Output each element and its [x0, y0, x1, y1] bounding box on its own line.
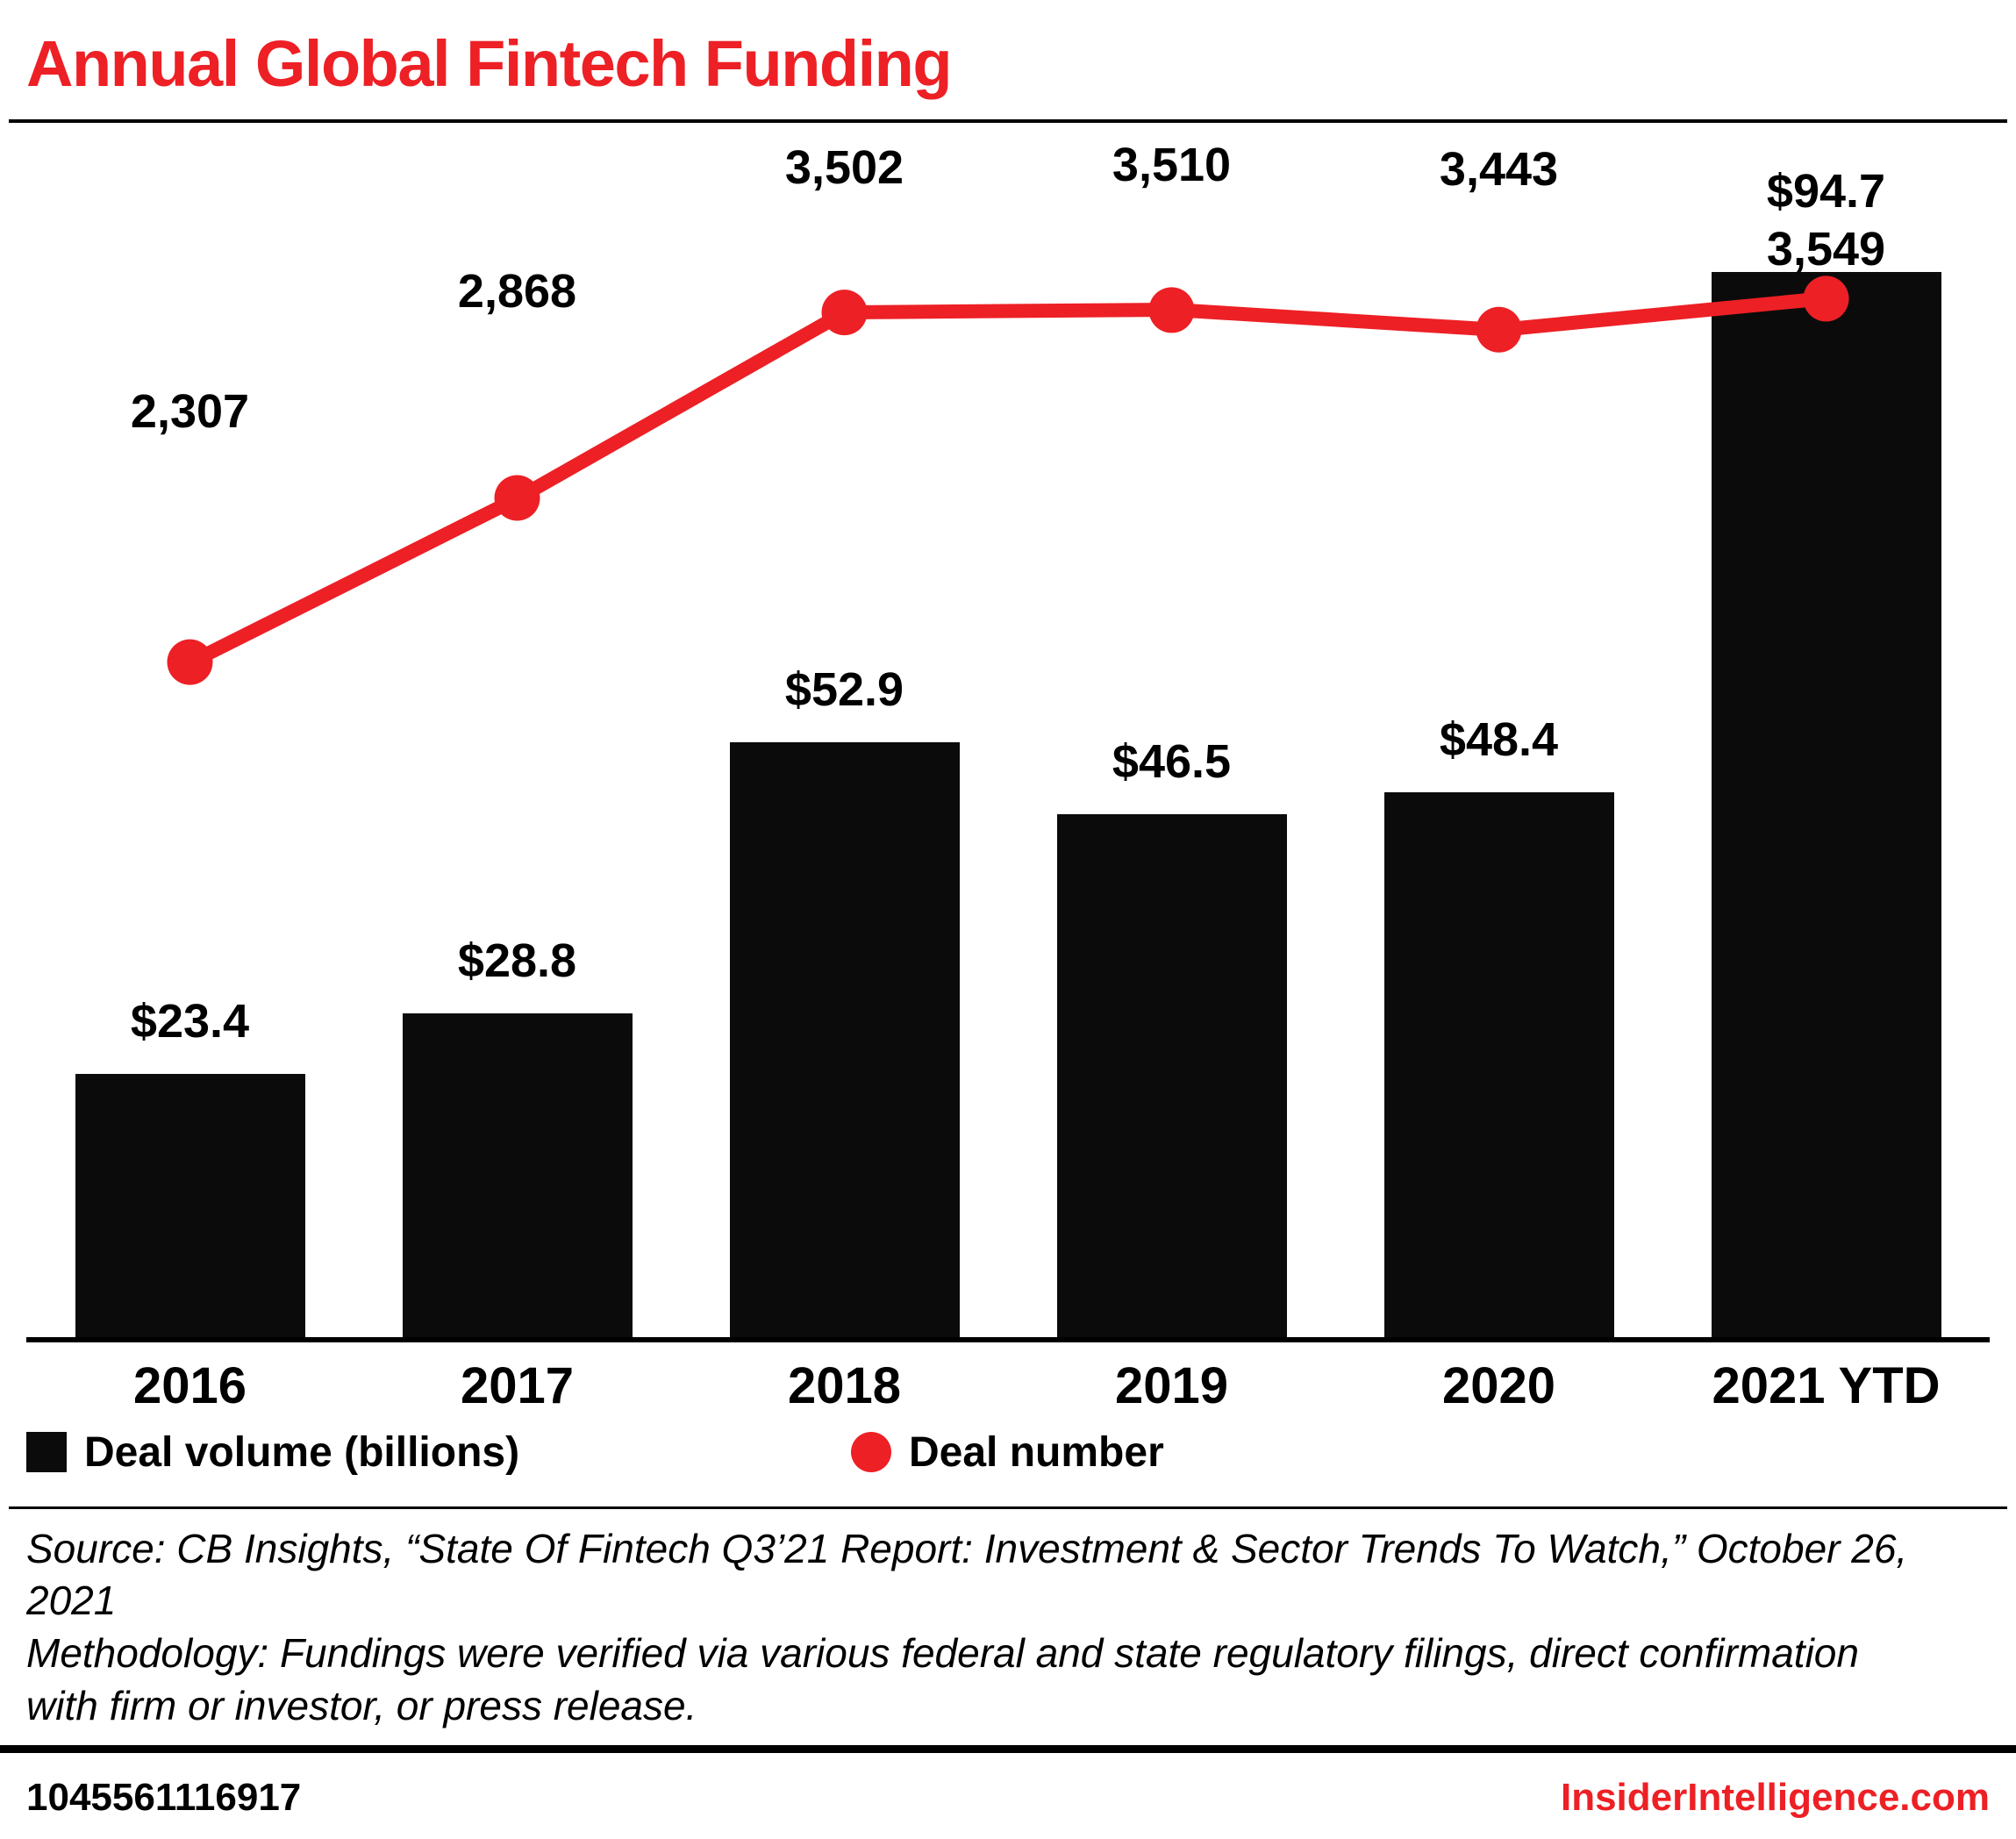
- deal-volume-value-label: $28.8: [457, 934, 577, 987]
- deal-number-dot: [1476, 306, 1522, 353]
- deal-volume-value-label: $23.4: [130, 994, 250, 1048]
- deal-number-value-label: 3,502: [784, 140, 904, 194]
- title-divider: [9, 118, 2007, 123]
- legend-label-deal-volume: Deal volume (billions): [84, 1428, 520, 1476]
- deal-volume-swatch-icon: [26, 1432, 67, 1473]
- methodology-text: Methodology: Fundings were verified via …: [26, 1630, 1859, 1729]
- deal-number-dot: [1148, 287, 1195, 333]
- deal-number-dot: [167, 639, 213, 685]
- deal-number-value-label: 3,549: [1766, 223, 1886, 276]
- legend: Deal volume (billions) Deal number: [26, 1428, 1990, 1477]
- legend-label-deal-number: Deal number: [909, 1428, 1164, 1476]
- plot-area: $23.4 2,307 $28.8 2,868 $52.9 3,502 $46.5 3,510…: [26, 123, 1990, 1342]
- x-axis-label: 2018: [787, 1356, 902, 1414]
- legend-item-deal-number: Deal number: [851, 1428, 1164, 1477]
- footer-divider: [0, 1744, 2016, 1753]
- deal-number-line: [183, 290, 1834, 669]
- x-axis: 2016 2017 2018 2019 2020 2021 YTD: [26, 1342, 1990, 1418]
- legend-item-deal-volume: Deal volume (billions): [26, 1428, 851, 1477]
- chart-id: 1045561116917: [26, 1775, 302, 1819]
- site-link[interactable]: InsiderIntelligence.com: [1560, 1775, 1990, 1819]
- deal-number-value-label: 3,510: [1112, 139, 1232, 192]
- deal-volume-bar-2018: [729, 741, 960, 1337]
- x-axis-label: 2019: [1114, 1356, 1229, 1414]
- deal-number-value-label: 2,868: [457, 265, 577, 318]
- x-axis-label: 2017: [460, 1356, 575, 1414]
- deal-volume-bar-2017: [402, 1013, 633, 1337]
- deal-volume-bar-2016: [75, 1073, 305, 1337]
- x-axis-label: 2016: [132, 1356, 247, 1414]
- deal-volume-bar-2019: [1056, 813, 1287, 1337]
- deal-volume-value-label: $48.4: [1439, 713, 1559, 767]
- footer: 1045561116917 InsiderIntelligence.com: [0, 1753, 2016, 1820]
- deal-volume-value-label: $52.9: [784, 662, 904, 716]
- deal-volume-value-label: $94.7: [1766, 165, 1886, 218]
- deal-volume-bar-2021-ytd: [1711, 272, 1941, 1337]
- header: Annual Global Fintech Funding: [0, 0, 2016, 98]
- deal-volume-value-label: $46.5: [1112, 734, 1232, 788]
- x-axis-label: 2020: [1441, 1356, 1556, 1414]
- deal-number-dot: [494, 475, 540, 521]
- deal-number-dot: [1803, 275, 1849, 322]
- deal-volume-bar-2020: [1383, 792, 1614, 1337]
- source-divider: [9, 1506, 2007, 1509]
- source-section: Source: CB Insights, “State Of Fintech Q…: [0, 1509, 2016, 1745]
- page-title: Annual Global Fintech Funding: [26, 27, 953, 100]
- deal-number-value-label: 3,443: [1439, 143, 1559, 197]
- deal-number-dot: [821, 289, 868, 335]
- source-text: Source: CB Insights, “State Of Fintech Q…: [26, 1525, 1908, 1624]
- deal-number-value-label: 2,307: [130, 385, 250, 439]
- deal-number-marker-icon: [851, 1432, 891, 1473]
- x-axis-label: 2021 YTD: [1712, 1356, 1941, 1414]
- deal-number-line-layer: [167, 275, 1849, 685]
